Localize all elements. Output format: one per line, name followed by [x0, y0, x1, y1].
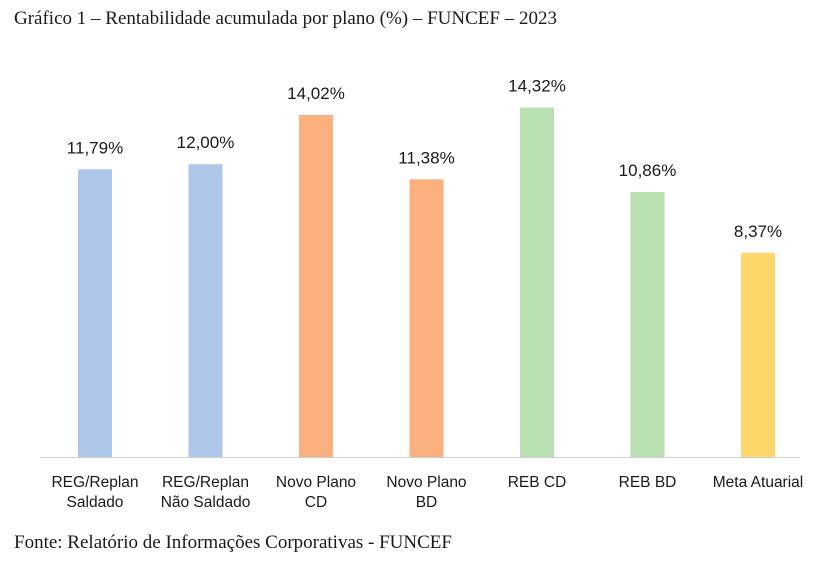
category-label-group: REG/Replan Saldado REG/Replan Não Saldado No…	[51, 474, 803, 511]
category-tick-label: Novo Plano	[276, 474, 356, 491]
category-tick-label: Meta Atuarial	[713, 474, 803, 491]
category-tick-label: REG/Replan	[162, 474, 249, 491]
data-label: 10,86%	[619, 161, 677, 180]
category-tick-label: Saldado	[67, 494, 124, 511]
category-tick-label: REB CD	[508, 474, 567, 491]
data-label: 8,37%	[734, 222, 782, 241]
source-note: Fonte: Relatório de Informações Corporat…	[14, 532, 452, 553]
category-tick-label: REG/Replan	[51, 474, 138, 491]
bar	[299, 114, 333, 458]
value-label-group: 11,79% 12,00% 14,02% 11,38% 14,32% 10,86% 8,37…	[67, 77, 782, 241]
bar	[78, 169, 112, 457]
data-label: 12,00%	[177, 133, 235, 152]
category-tick-label: BD	[416, 494, 438, 511]
bar	[630, 192, 665, 458]
bar	[409, 179, 444, 457]
bar	[520, 107, 554, 457]
category-tick-label: CD	[305, 494, 327, 511]
bar	[741, 252, 775, 457]
category-tick-label: Novo Plano	[386, 474, 466, 491]
data-label: 14,02%	[287, 84, 345, 103]
data-label: 11,38%	[398, 148, 454, 167]
category-tick-label: Não Saldado	[161, 494, 251, 511]
bar-group	[78, 107, 775, 458]
category-tick-label: REB BD	[619, 474, 677, 491]
chart-title: Gráfico 1 – Rentabilidade acumulada por …	[14, 8, 557, 29]
bar	[188, 164, 223, 457]
data-label: 11,79%	[67, 138, 123, 157]
data-label: 14,32%	[508, 77, 566, 96]
